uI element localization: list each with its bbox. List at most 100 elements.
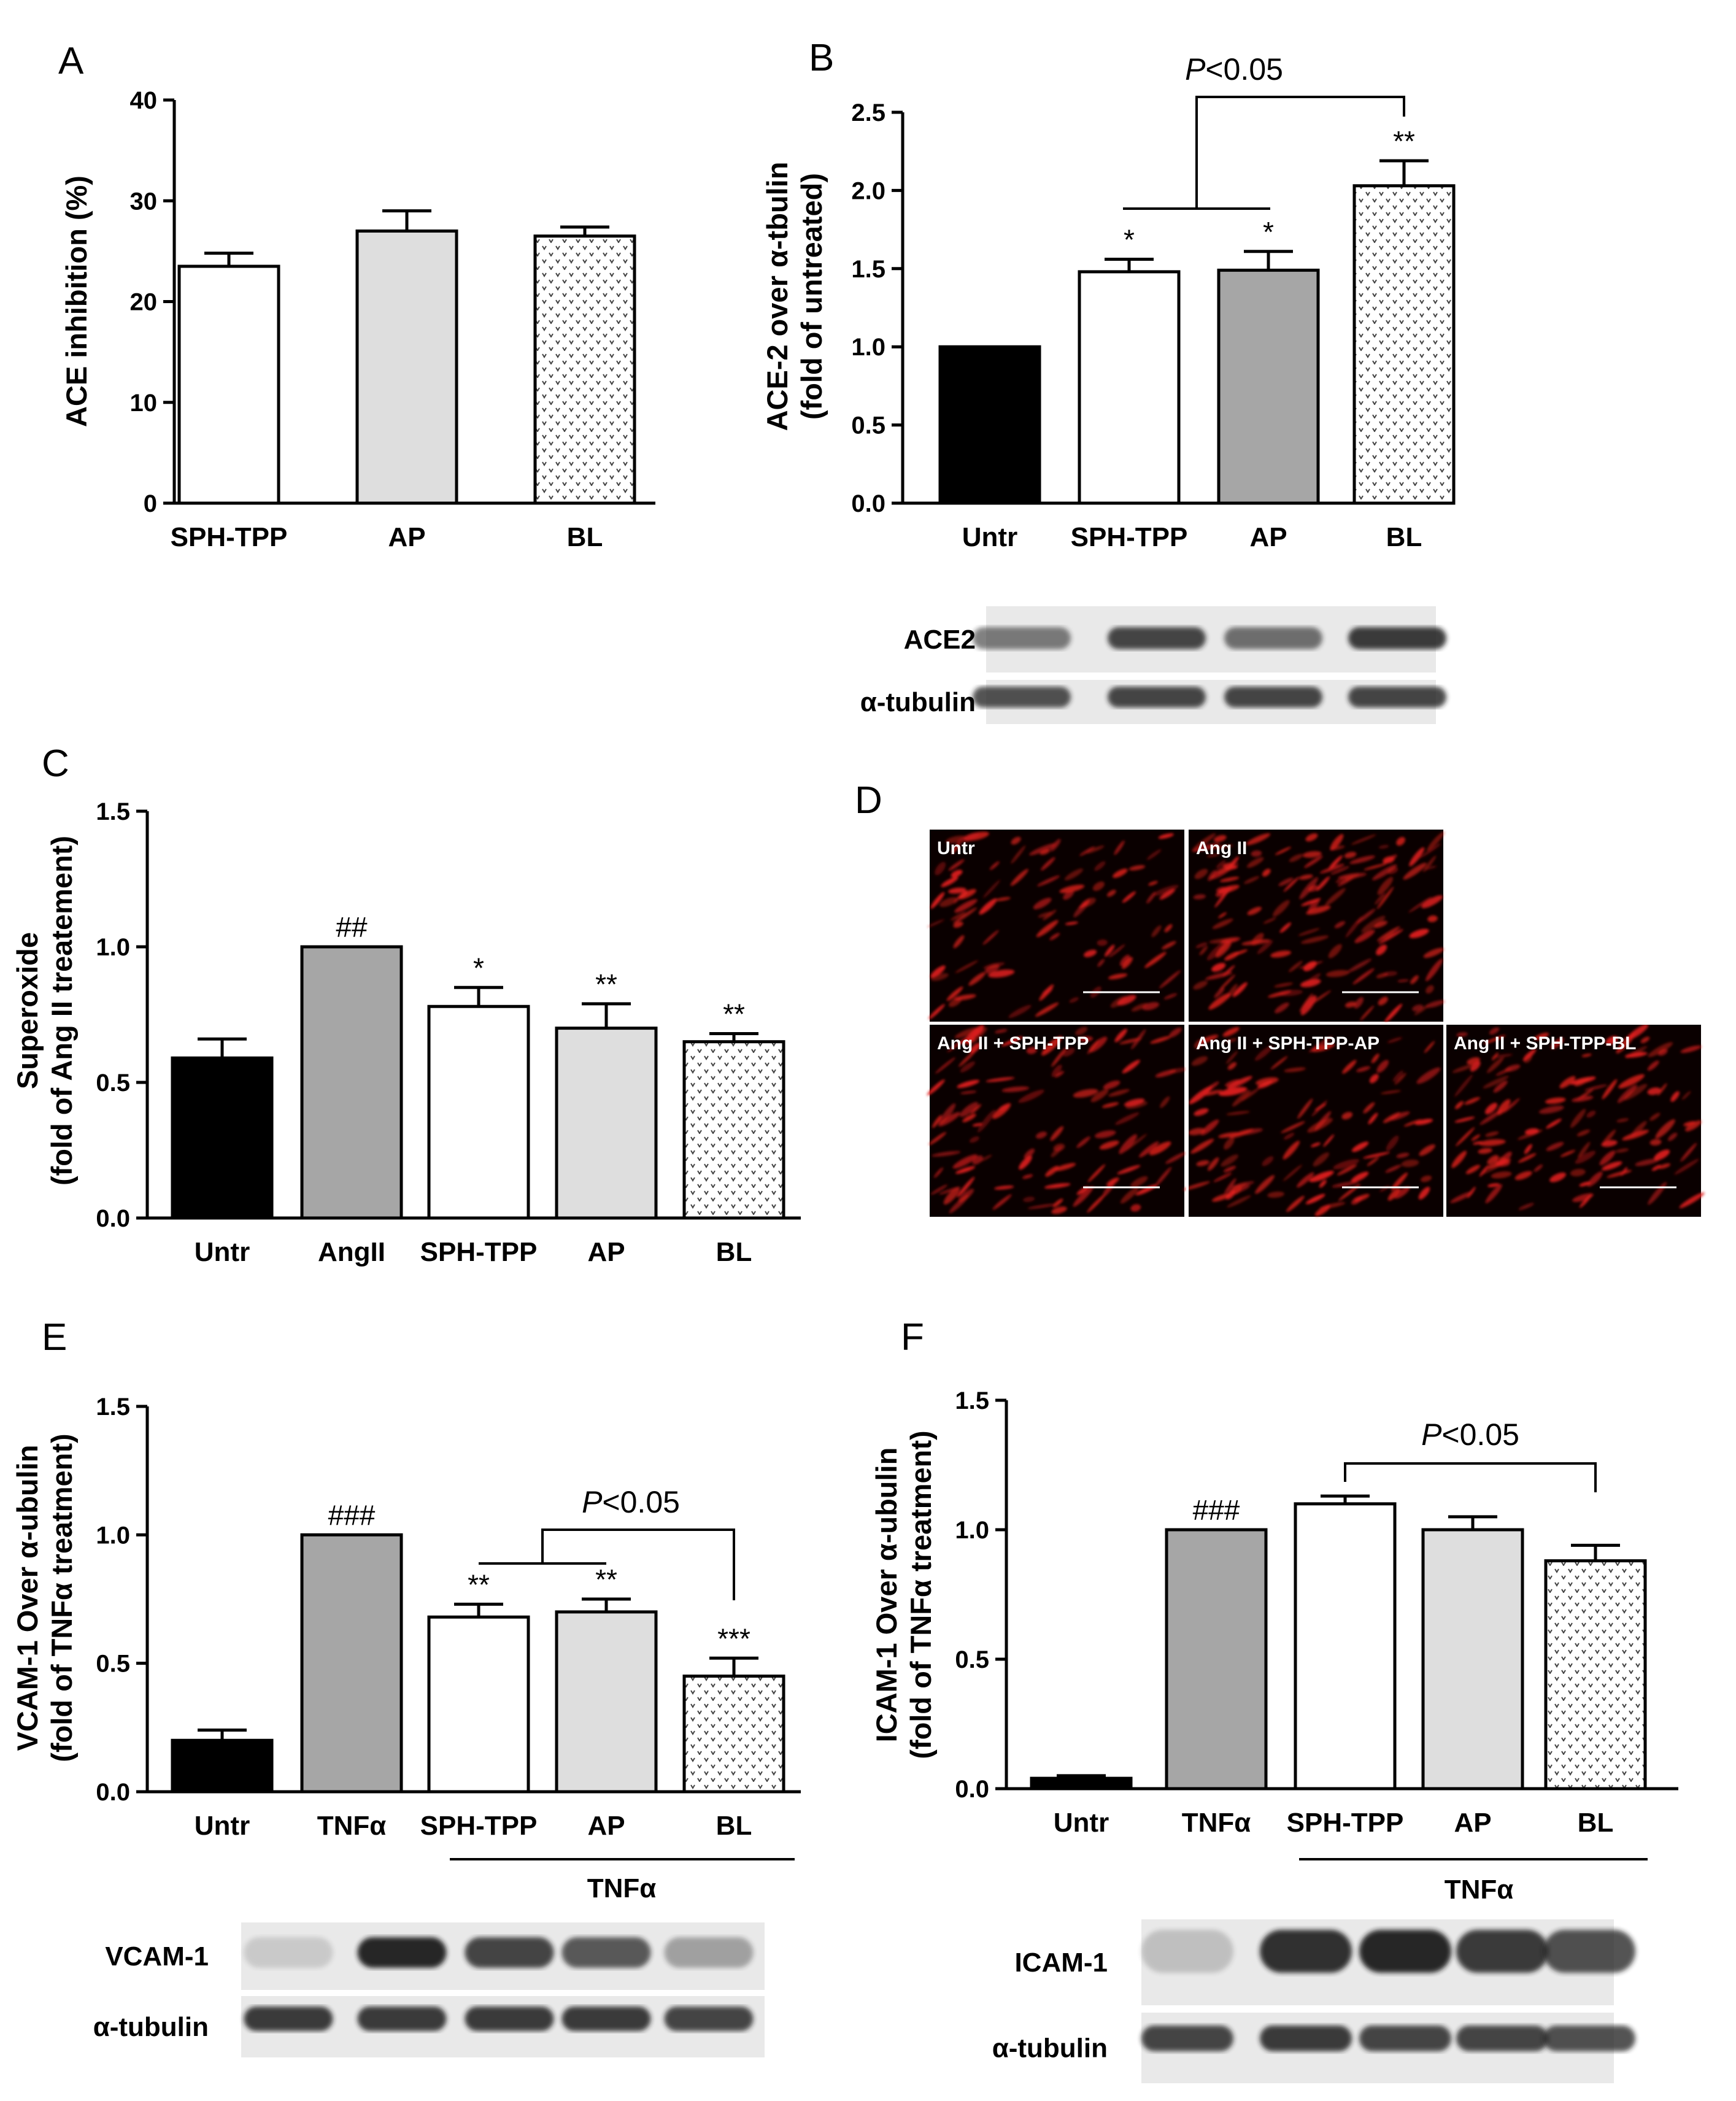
cell (1667, 1132, 1678, 1141)
cell (935, 862, 946, 876)
cell (1247, 906, 1262, 916)
cell (1281, 1121, 1305, 1133)
cell (979, 1155, 992, 1162)
fluorescence-image: Untr (927, 830, 1184, 1022)
cell (1534, 1032, 1549, 1040)
cell (1036, 875, 1060, 887)
significance-bracket (1195, 96, 1405, 209)
cell (1401, 1159, 1419, 1167)
cell (1391, 1172, 1408, 1190)
cell (1333, 1158, 1360, 1170)
cell (1216, 860, 1226, 868)
cell (1193, 894, 1206, 900)
fluorescence-image: Ang II + SPH-TPP-AP (1182, 1025, 1443, 1217)
cell (1658, 1163, 1671, 1169)
cell (960, 1061, 976, 1073)
cell (1001, 1086, 1030, 1092)
cell (1018, 1089, 1044, 1103)
cell (1345, 916, 1363, 938)
cell (1224, 951, 1240, 961)
y-axis-title-line: VCAM-1 Over α-ubulin (11, 1445, 44, 1751)
p-value-symbol: P (1185, 52, 1206, 87)
cell (1040, 849, 1051, 855)
x-category-label: SPH-TPP (1287, 1808, 1404, 1838)
cell (1308, 898, 1320, 912)
cell (1618, 1074, 1645, 1089)
cell (1427, 915, 1438, 922)
cell (1262, 1156, 1274, 1166)
cell (1362, 1152, 1391, 1158)
cell (933, 1167, 944, 1178)
cell (1309, 1171, 1334, 1182)
cell (930, 1184, 948, 1195)
cell (1148, 881, 1158, 886)
bar-bl (682, 1040, 785, 1220)
cell (951, 842, 960, 854)
panel-label: A (58, 40, 84, 82)
cell (1087, 1194, 1106, 1213)
cell (1097, 958, 1105, 967)
cell (1572, 1193, 1594, 1202)
y-tick-label: 0.0 (955, 1776, 989, 1803)
x-category-label: BL (1386, 522, 1422, 552)
bar-ap (555, 1610, 658, 1794)
cell (1119, 1038, 1142, 1044)
cell (947, 1036, 969, 1052)
cell (1483, 1035, 1506, 1044)
cell (1124, 1098, 1145, 1107)
cell (1657, 1083, 1667, 1096)
blot-band (1108, 687, 1206, 707)
cell (1131, 1003, 1148, 1012)
cell (1464, 1097, 1481, 1105)
cell (1270, 1056, 1288, 1070)
cell (1679, 1192, 1705, 1208)
cell (1518, 1153, 1537, 1163)
cell (1454, 1101, 1464, 1109)
cell (1215, 941, 1232, 958)
cell (1050, 839, 1061, 852)
blot-band (1543, 2026, 1635, 2051)
bar-bl (682, 1675, 785, 1794)
cell (1319, 863, 1344, 874)
blot-band (1456, 1930, 1548, 1973)
cell (1410, 975, 1419, 984)
blot-band (465, 1937, 554, 1968)
cell (1624, 1052, 1648, 1058)
cell (1243, 876, 1260, 884)
cell (1106, 890, 1116, 897)
cell (1575, 1151, 1596, 1164)
cell (958, 889, 976, 900)
x-category-label: BL (716, 1237, 752, 1267)
cell (1332, 1181, 1359, 1188)
cell (1163, 993, 1178, 1000)
cell (1114, 1028, 1127, 1043)
cell (1262, 868, 1271, 877)
cell (941, 876, 959, 887)
cell (1313, 1152, 1330, 1166)
cell (1380, 1090, 1402, 1094)
bar-untr (1030, 1776, 1133, 1791)
cell (1570, 1108, 1586, 1128)
cell (1194, 1108, 1209, 1116)
cell (939, 1103, 956, 1125)
cell (1454, 1074, 1473, 1097)
cell (957, 1176, 975, 1198)
cell (1409, 847, 1425, 866)
p-value-threshold: <0.05 (1441, 1417, 1519, 1452)
x-category-label: AP (587, 1811, 625, 1841)
cell (1311, 1043, 1335, 1052)
cell (1223, 1166, 1236, 1173)
bar-angii (300, 945, 403, 1220)
significance-mark: ** (723, 998, 745, 1030)
cell (1586, 1111, 1596, 1118)
y-axis-title-line: (fold of Ang II treatement) (45, 836, 78, 1185)
cell (1083, 949, 1097, 957)
blot-band (1359, 1930, 1451, 1973)
cell (1086, 845, 1105, 854)
y-axis-title-line: (fold of TNFα treatment) (905, 1430, 937, 1759)
cell (930, 965, 946, 978)
cell (1283, 1133, 1295, 1140)
blot-band (1224, 687, 1322, 707)
cell (953, 907, 978, 924)
